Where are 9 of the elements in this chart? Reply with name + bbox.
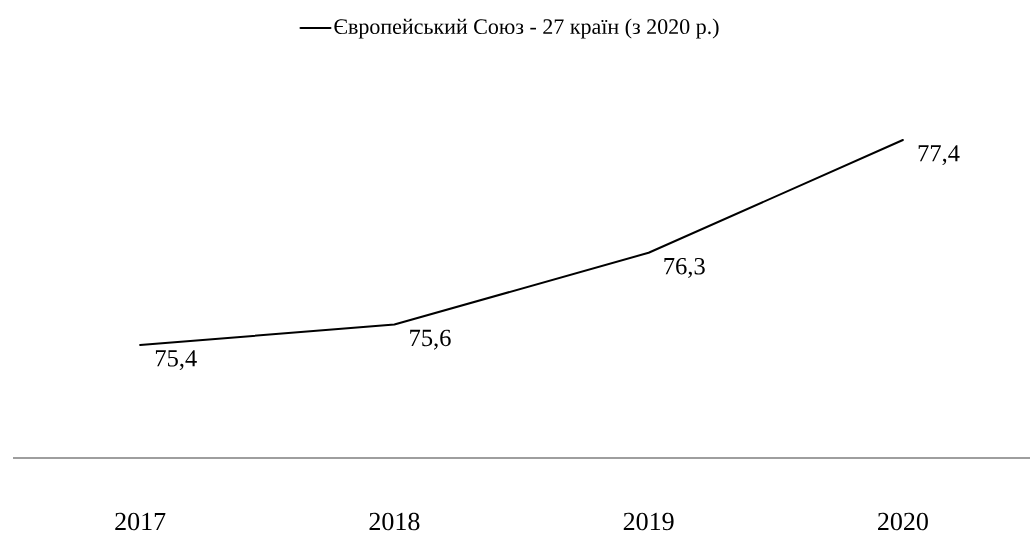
legend-label: Європейський Союз - 27 країн (з 2020 р.)	[334, 18, 719, 39]
x-tick-label: 2020	[878, 512, 928, 531]
data-label: 75,4	[155, 350, 197, 371]
x-tick-label: 2019	[623, 512, 674, 531]
data-label: 77,4	[918, 145, 960, 166]
data-label: 76,3	[664, 257, 705, 278]
data-label: 75,6	[410, 329, 451, 350]
x-tick-label: 2017	[115, 512, 166, 531]
x-tick-label: 2018	[369, 512, 420, 531]
